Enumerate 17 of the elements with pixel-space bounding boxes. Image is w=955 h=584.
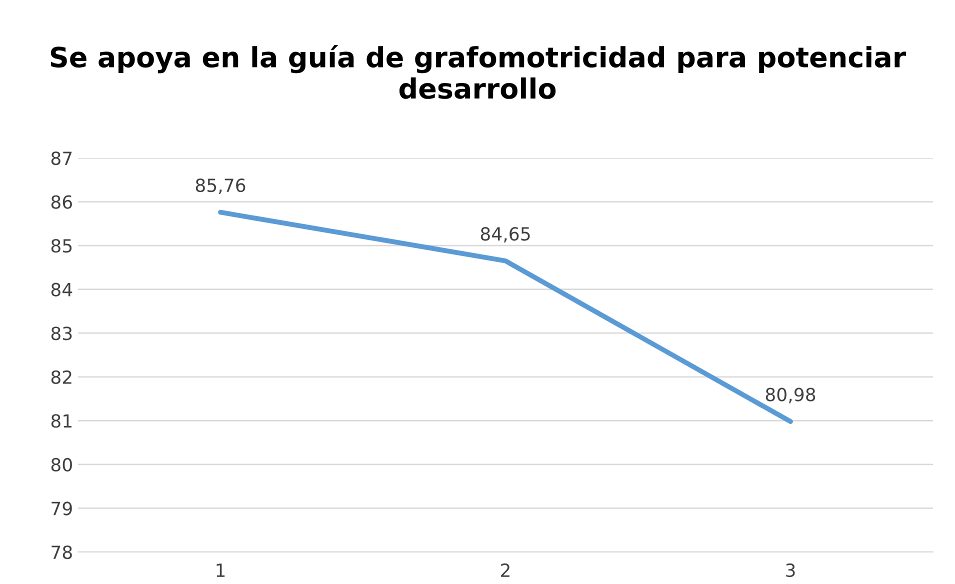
y-tick-label: 82 (51, 370, 72, 384)
x-tick-label: 3 (786, 563, 795, 578)
data-label: 80,98 (766, 388, 816, 404)
y-tick-label: 85 (51, 239, 72, 253)
data-label: 85,76 (196, 178, 246, 194)
x-tick-label: 1 (216, 564, 225, 577)
data-label: 84,65 (480, 227, 530, 243)
y-tick-label: 79 (52, 502, 72, 516)
x-tick-label: 2 (501, 563, 510, 577)
y-tick-label: 83 (51, 326, 72, 340)
y-tick-label: 81 (51, 414, 72, 428)
y-tick-label: 80 (51, 458, 72, 472)
y-tick-label: 86 (51, 195, 72, 209)
chart-title: Se apoya en la guía de grafomotricidad para potenciar desarrollo (50, 45, 906, 99)
y-tick-label: 84 (51, 282, 72, 296)
y-tick-label: 87 (51, 151, 72, 166)
y-tick-label: 78 (52, 545, 72, 560)
